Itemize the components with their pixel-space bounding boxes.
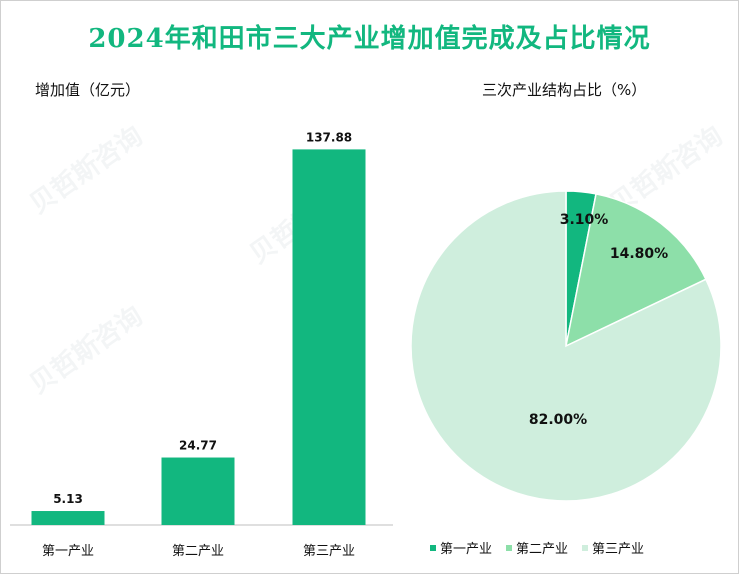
pie-chart-title: 三次产业结构占比（%）	[482, 81, 647, 99]
bar-y-axis-label: 增加值（亿元）	[35, 81, 141, 99]
legend-swatch	[430, 544, 436, 551]
legend-label: 第二产业	[516, 542, 569, 557]
legend-item-primary: 第一产业	[430, 538, 492, 557]
legend-item-tertiary: 第三产业	[582, 538, 644, 557]
pie-value-label: 3.10%	[560, 212, 609, 228]
bar-category-label: 第三产业	[303, 544, 355, 559]
legend-item-secondary: 第二产业	[506, 538, 568, 557]
bar-category-label: 第二产业	[172, 544, 224, 559]
legend-label: 第三产业	[592, 542, 645, 557]
bar-value-label: 137.88	[306, 130, 352, 144]
legend-swatch	[582, 544, 589, 551]
bar	[161, 457, 235, 525]
legend-swatch	[506, 544, 513, 551]
legend-label: 第一产业	[440, 542, 493, 557]
chart-title: 2024年和田市三大产业增加值完成及占比情况	[88, 24, 651, 54]
bar	[31, 511, 105, 525]
bar	[292, 149, 366, 525]
pie-slice	[564, 193, 707, 348]
pie-value-label: 82.00%	[529, 412, 587, 428]
bar-category-label: 第一产业	[42, 544, 94, 559]
bar-value-label: 5.13	[53, 492, 83, 506]
bar-value-label: 24.77	[179, 439, 217, 453]
pie-slice	[410, 190, 722, 502]
pie-legend: 第一产业 第二产业 第三产业	[430, 538, 730, 557]
pie-value-label: 14.80%	[610, 246, 668, 262]
